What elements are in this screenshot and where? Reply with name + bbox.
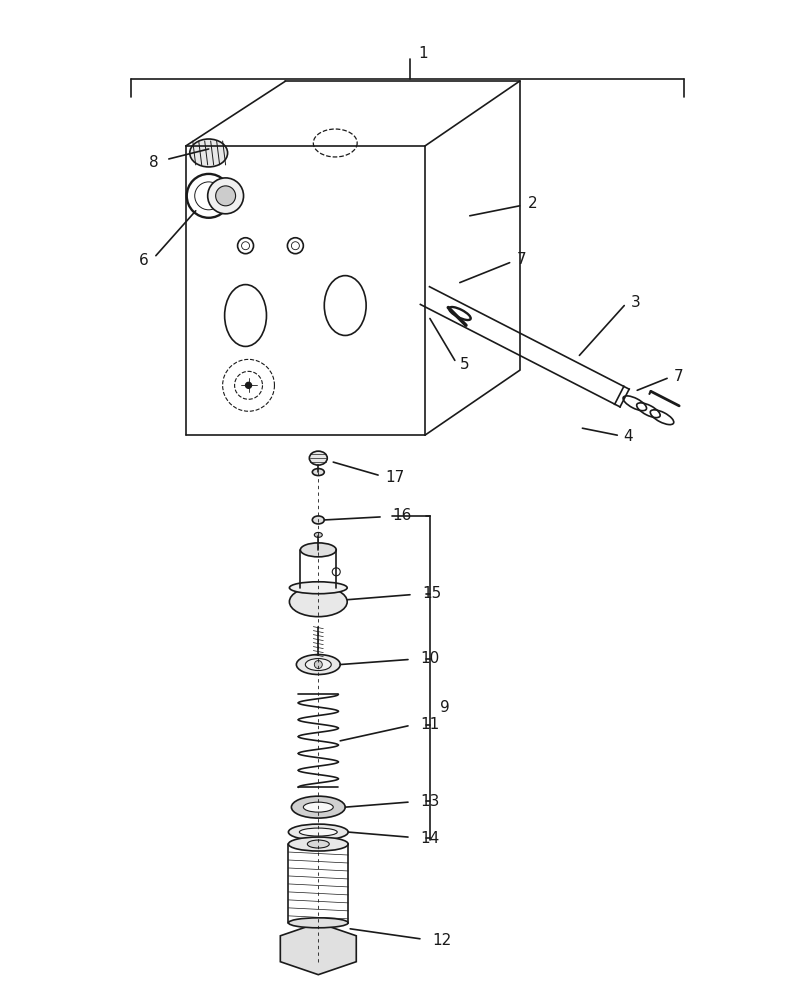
Ellipse shape	[300, 543, 336, 557]
Ellipse shape	[312, 469, 324, 476]
Ellipse shape	[288, 824, 348, 840]
Ellipse shape	[303, 802, 333, 812]
Text: 4: 4	[623, 429, 632, 444]
Ellipse shape	[288, 837, 348, 851]
Ellipse shape	[307, 840, 328, 848]
Ellipse shape	[190, 139, 227, 167]
Ellipse shape	[305, 659, 331, 671]
Text: 3: 3	[630, 295, 640, 310]
Text: 6: 6	[139, 253, 148, 268]
Text: 7: 7	[673, 369, 683, 384]
Ellipse shape	[314, 532, 322, 537]
Text: 12: 12	[431, 933, 451, 948]
Text: 8: 8	[149, 155, 159, 170]
Text: 11: 11	[419, 717, 439, 732]
Ellipse shape	[289, 582, 347, 594]
Ellipse shape	[296, 655, 340, 675]
Circle shape	[216, 186, 235, 206]
Circle shape	[314, 661, 322, 669]
Polygon shape	[280, 923, 356, 975]
Text: 9: 9	[440, 700, 449, 715]
Text: 2: 2	[527, 196, 537, 211]
Ellipse shape	[291, 796, 345, 818]
Ellipse shape	[299, 828, 337, 836]
Text: 7: 7	[516, 252, 526, 267]
Ellipse shape	[288, 918, 348, 928]
Text: 13: 13	[419, 794, 439, 809]
Ellipse shape	[312, 516, 324, 524]
Text: 15: 15	[422, 586, 440, 601]
Text: 1: 1	[418, 46, 427, 61]
Text: 16: 16	[392, 508, 411, 523]
Ellipse shape	[309, 451, 327, 465]
Text: 14: 14	[419, 831, 439, 846]
Text: 10: 10	[419, 651, 439, 666]
Ellipse shape	[289, 587, 347, 617]
Circle shape	[208, 178, 243, 214]
Text: 17: 17	[384, 470, 404, 485]
Circle shape	[245, 382, 251, 388]
Text: 5: 5	[459, 357, 469, 372]
